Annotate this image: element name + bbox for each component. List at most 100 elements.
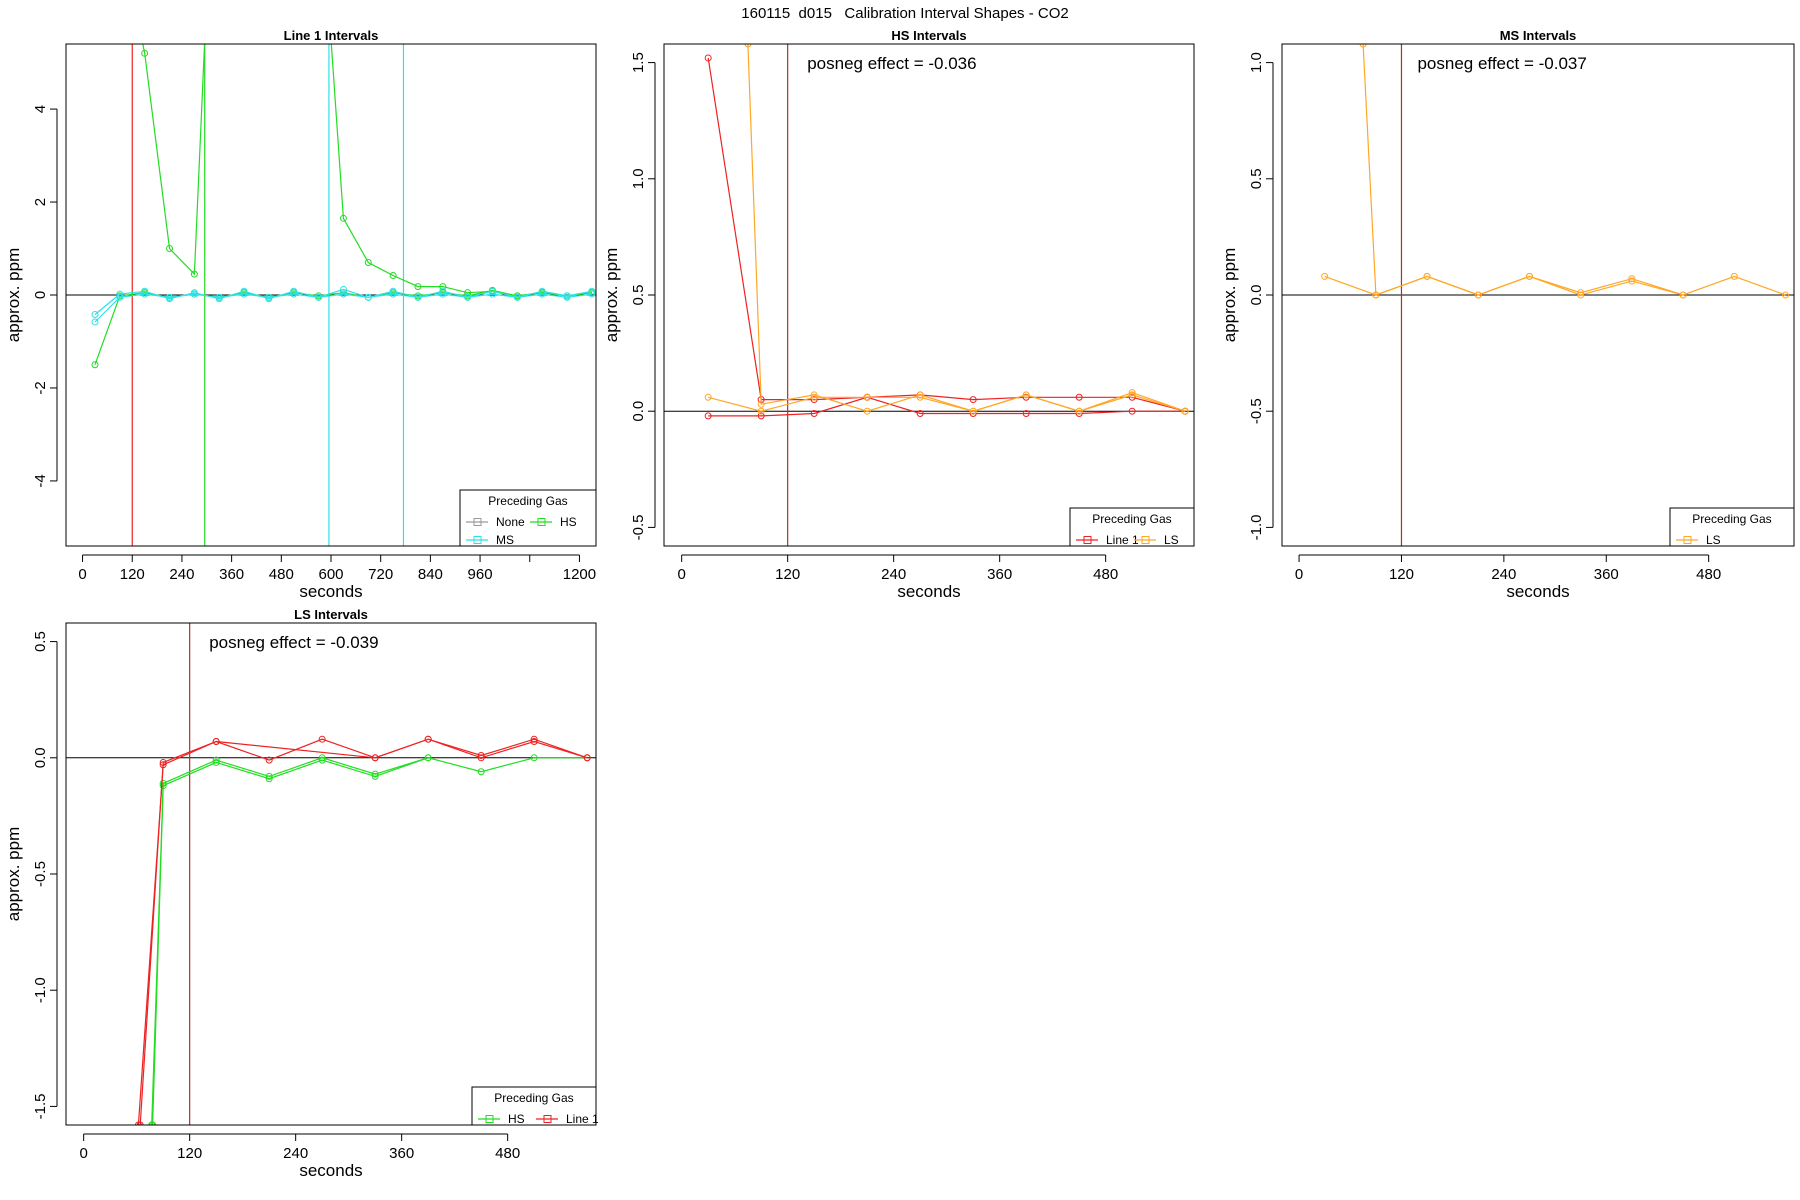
- data-point: [1372, 291, 1380, 299]
- data-point: [265, 775, 273, 783]
- data-point: [159, 758, 167, 766]
- y-axis-title: approx. ppm: [4, 248, 23, 343]
- data-point: [1525, 272, 1533, 280]
- data-point: [439, 283, 447, 291]
- data-point: [265, 756, 273, 764]
- x-axis-title: seconds: [1506, 582, 1569, 601]
- data-point: [1628, 275, 1636, 283]
- data-point: [477, 754, 485, 762]
- data-point: [1781, 291, 1789, 299]
- data-point: [1022, 410, 1030, 418]
- series-group: [91, 44, 596, 369]
- data-point: [116, 293, 124, 301]
- data-point: [863, 393, 871, 401]
- y-tick-label: 4: [32, 105, 49, 113]
- x-axis-title: seconds: [897, 582, 960, 601]
- data-point: [414, 283, 422, 291]
- x-axis-title: seconds: [299, 1161, 362, 1180]
- y-tick-label: 0.5: [1248, 168, 1265, 189]
- data-point: [1128, 391, 1136, 399]
- x-tick-label: 120: [120, 566, 145, 583]
- x-tick-label: 0: [677, 566, 685, 583]
- data-point: [1577, 291, 1585, 299]
- legend-title: Preceding Gas: [488, 494, 567, 508]
- data-point: [290, 290, 298, 298]
- posneg-annotation: posneg effect = -0.039: [209, 633, 378, 652]
- panel-title: MS Intervals: [1500, 28, 1577, 43]
- y-axis: -0.5 0.0 0.5 1.0 1.5 approx. ppm: [602, 52, 656, 540]
- data-point: [810, 396, 818, 404]
- data-point: [364, 293, 372, 301]
- data-point: [1628, 277, 1636, 285]
- data-point: [969, 407, 977, 415]
- y-axis-title: approx. ppm: [4, 827, 23, 922]
- y-axis-title: approx. ppm: [602, 248, 621, 343]
- series-line: [747, 44, 1186, 412]
- y-tick-label: -4: [32, 474, 49, 487]
- x-axis: 0 120 240 360 480 seconds: [1295, 554, 1721, 601]
- data-point: [1679, 291, 1687, 299]
- data-point: [149, 1121, 157, 1125]
- x-tick-label: 240: [1491, 566, 1516, 583]
- panel-title: HS Intervals: [891, 28, 966, 43]
- x-tick-label: 240: [881, 566, 906, 583]
- series-line: [1324, 275, 1684, 296]
- data-point: [563, 293, 571, 301]
- x-axis: 0 120 240 360 480 600 720 840 960 1200 seconds: [78, 554, 596, 601]
- legend-label: Line 1: [566, 1112, 599, 1126]
- data-point: [371, 772, 379, 780]
- data-point: [477, 751, 485, 759]
- data-point: [757, 407, 765, 415]
- data-point: [464, 289, 472, 297]
- data-point: [1128, 393, 1136, 401]
- y-axis: -1.0 -0.5 0.0 0.5 1.0 approx. ppm: [1220, 52, 1274, 540]
- data-point: [810, 393, 818, 401]
- y-tick-label: -1.5: [32, 1093, 49, 1119]
- data-point: [439, 290, 447, 298]
- legend-swatch-marker: [1683, 536, 1692, 544]
- data-point: [215, 293, 223, 301]
- x-tick-label: 0: [79, 1145, 87, 1162]
- series-line: [708, 391, 1186, 412]
- y-tick-label: 0.5: [630, 285, 647, 306]
- y-axis: -1.5 -1.0 -0.5 0.0 0.5 approx. ppm: [4, 631, 58, 1119]
- x-tick-label: 120: [775, 566, 800, 583]
- data-point: [1022, 393, 1030, 401]
- panel-title: LS Intervals: [294, 607, 368, 622]
- data-point: [240, 290, 248, 298]
- data-point: [371, 754, 379, 762]
- data-point: [91, 361, 99, 369]
- data-point: [916, 410, 924, 418]
- data-point: [212, 756, 220, 764]
- y-tick-label: -1.0: [1248, 514, 1265, 540]
- legend: Preceding Gas None HS MS: [459, 489, 597, 547]
- data-point: [969, 410, 977, 418]
- legend-swatch-marker: [473, 536, 482, 544]
- data-point: [530, 754, 538, 762]
- data-point: [318, 735, 326, 743]
- panel-title: Line 1 Intervals: [284, 28, 379, 43]
- data-point: [477, 768, 485, 776]
- x-tick-label: 240: [169, 566, 194, 583]
- y-tick-label: -2: [32, 381, 49, 394]
- data-point: [704, 54, 712, 62]
- legend-swatch-marker: [473, 518, 482, 526]
- y-tick-label: 0.0: [1248, 285, 1265, 306]
- data-point: [530, 738, 538, 746]
- x-tick-label: 120: [177, 1145, 202, 1162]
- series-line: [152, 757, 429, 1125]
- legend-label: LS: [1706, 533, 1721, 547]
- x-tick-label: 360: [1594, 566, 1619, 583]
- data-point: [1075, 407, 1083, 415]
- data-point: [315, 293, 323, 301]
- data-point: [969, 396, 977, 404]
- x-tick-label: 360: [219, 566, 244, 583]
- x-tick-label: 1200: [563, 566, 596, 583]
- data-point: [141, 290, 149, 298]
- y-tick-label: 0.5: [32, 631, 49, 652]
- data-point: [1730, 272, 1738, 280]
- data-point: [265, 772, 273, 780]
- x-tick-label: 960: [468, 566, 493, 583]
- data-point: [916, 393, 924, 401]
- legend-swatch-marker: [1083, 536, 1092, 544]
